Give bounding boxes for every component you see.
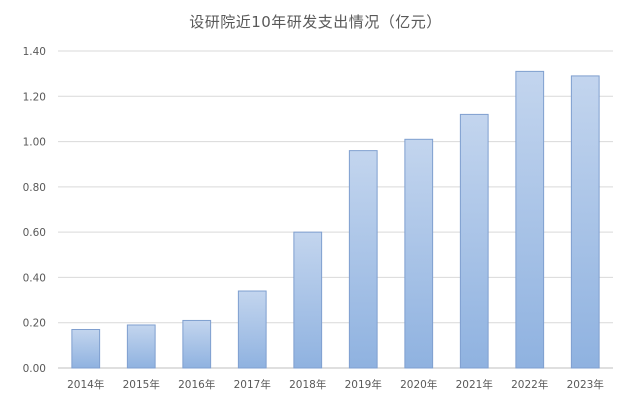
bar-2023年 <box>570 75 600 369</box>
y-tick-label: 0.20 <box>23 318 46 330</box>
chart-title: 设研院近10年研发支出情况（亿元） <box>189 13 442 31</box>
x-tick-label: 2020年 <box>400 378 437 391</box>
x-axis-tick-labels: 2014年 2015年 2016年 2017年 2018年 2019年 2020年 2021年… <box>67 378 604 391</box>
y-tick-label: 1.40 <box>23 46 46 58</box>
bar-2016年 <box>182 319 212 369</box>
x-tick-label: 2015年 <box>123 378 160 391</box>
bar-2022年 <box>515 70 545 369</box>
bar-2020年 <box>404 138 434 369</box>
x-tick-label: 2019年 <box>345 378 382 391</box>
bar-2021年 <box>459 113 489 369</box>
y-tick-label: 0.40 <box>23 272 46 284</box>
x-tick-label: 2016年 <box>178 378 215 391</box>
x-tick-label: 2021年 <box>456 378 493 391</box>
y-tick-label: 0.60 <box>23 227 46 239</box>
x-tick-label: 2023年 <box>567 378 604 391</box>
x-tick-label: 2018年 <box>289 378 326 391</box>
bar-2018年 <box>293 231 323 369</box>
y-tick-label: 1.20 <box>23 91 46 103</box>
bar-2019年 <box>348 150 378 369</box>
y-tick-label: 0.80 <box>23 182 46 194</box>
x-tick-label: 2017年 <box>234 378 271 391</box>
bar-2015年 <box>126 324 156 369</box>
x-tick-label: 2022年 <box>511 378 548 391</box>
bar-2017年 <box>237 290 267 369</box>
y-tick-label: 0.00 <box>23 363 46 375</box>
y-tick-label: 1.00 <box>23 137 46 149</box>
bar-2014年 <box>71 329 101 369</box>
bars <box>71 70 600 369</box>
y-axis-tick-labels: 0.00 0.20 0.40 0.60 0.80 1.00 1.20 1.40 <box>23 46 46 375</box>
x-tick-label: 2014年 <box>67 378 104 391</box>
